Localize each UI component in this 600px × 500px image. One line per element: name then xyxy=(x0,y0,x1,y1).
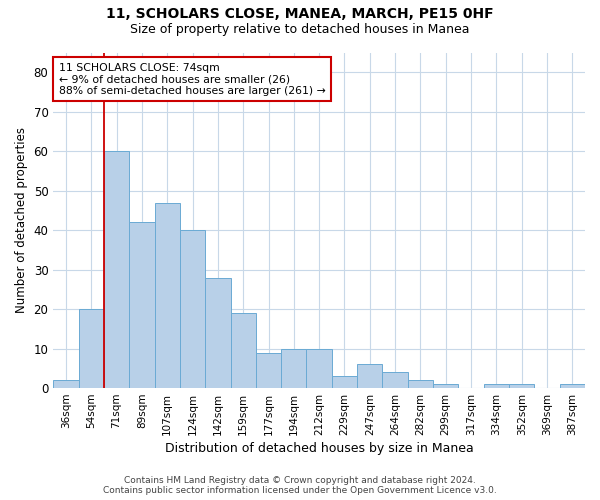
Bar xyxy=(104,151,129,388)
Text: 11 SCHOLARS CLOSE: 74sqm
← 9% of detached houses are smaller (26)
88% of semi-de: 11 SCHOLARS CLOSE: 74sqm ← 9% of detache… xyxy=(59,62,325,96)
Bar xyxy=(79,309,104,388)
Bar xyxy=(560,384,585,388)
Bar xyxy=(433,384,458,388)
Bar xyxy=(332,376,357,388)
Text: 11, SCHOLARS CLOSE, MANEA, MARCH, PE15 0HF: 11, SCHOLARS CLOSE, MANEA, MARCH, PE15 0… xyxy=(106,8,494,22)
Bar xyxy=(408,380,433,388)
Bar xyxy=(180,230,205,388)
Bar xyxy=(484,384,509,388)
Y-axis label: Number of detached properties: Number of detached properties xyxy=(15,128,28,314)
Bar xyxy=(205,278,230,388)
Bar xyxy=(230,313,256,388)
Text: Size of property relative to detached houses in Manea: Size of property relative to detached ho… xyxy=(130,22,470,36)
Text: Contains HM Land Registry data © Crown copyright and database right 2024.
Contai: Contains HM Land Registry data © Crown c… xyxy=(103,476,497,495)
Bar xyxy=(307,348,332,388)
Bar xyxy=(382,372,408,388)
Bar xyxy=(53,380,79,388)
Bar xyxy=(509,384,535,388)
Bar xyxy=(357,364,382,388)
Bar xyxy=(281,348,307,388)
Bar xyxy=(129,222,155,388)
X-axis label: Distribution of detached houses by size in Manea: Distribution of detached houses by size … xyxy=(165,442,473,455)
Bar xyxy=(256,352,281,388)
Bar xyxy=(155,202,180,388)
